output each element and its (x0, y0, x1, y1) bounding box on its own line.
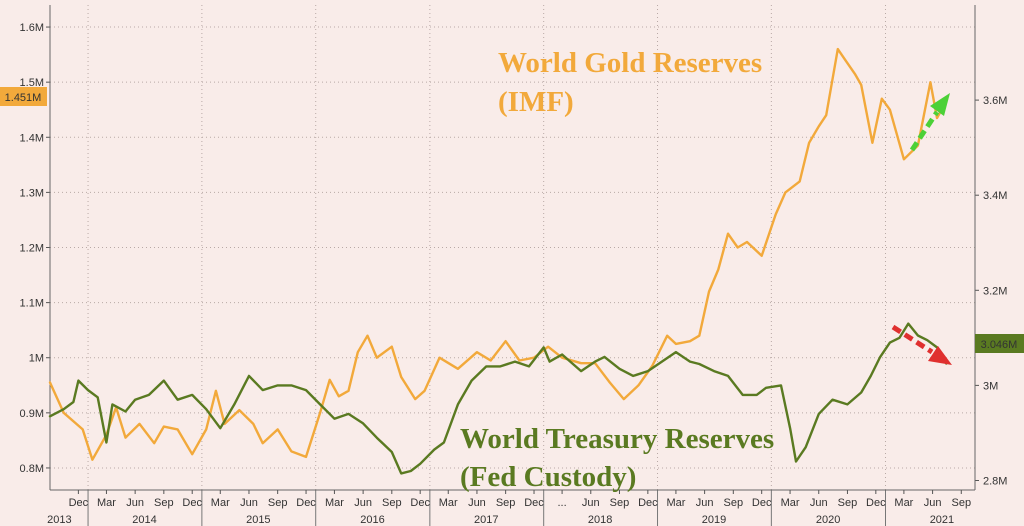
x-tick-label: Jun (696, 497, 714, 509)
x-tick-label: Dec (866, 497, 886, 509)
x-tick-label: Dec (182, 497, 202, 509)
x-tick-label: Sep (382, 497, 402, 509)
x-axis: Dec Mar Jun Sep Dec Mar Jun Sep Dec Mar Jun Sep Dec M… (47, 489, 975, 526)
treasury-annotation-line1: World Treasury Reserves (460, 423, 774, 455)
x-tick-label: Sep (724, 497, 744, 509)
x-tick-label: Mar (666, 497, 685, 509)
gold-last-value-badge (0, 87, 47, 106)
year-label: 2018 (588, 514, 612, 526)
x-tick-label: Dec (69, 497, 89, 509)
x-tick-label: Jun (354, 497, 372, 509)
right-tick-label: 3M (983, 380, 998, 392)
x-tick-label: Sep (951, 497, 971, 509)
x-tick-label: Sep (268, 497, 288, 509)
gold-last-value: 1.451M (5, 92, 42, 104)
value-labels: 1.451M 3.046M (0, 87, 1024, 353)
treasury-reserves-line (48, 322, 948, 475)
x-tick-label: Sep (154, 497, 174, 509)
red-down-arrow-head (928, 346, 952, 365)
grid-lines (50, 5, 975, 490)
annotations: World Gold Reserves (IMF) World Treasury… (460, 47, 774, 493)
x-tick-label: Jun (126, 497, 144, 509)
left-tick-label: 1.4M (20, 132, 44, 144)
gold-annotation-line1: World Gold Reserves (498, 47, 762, 79)
year-label: 2013 (47, 514, 71, 526)
right-axis: 2.8M 3M 3.2M 3.4M 3.6M (974, 5, 1007, 490)
green-up-arrow-shaft (909, 110, 940, 152)
left-tick-label: 0.8M (20, 463, 44, 475)
x-tick-label: Jun (582, 497, 600, 509)
x-tick-label: Sep (838, 497, 858, 509)
year-label: 2021 (930, 514, 954, 526)
x-tick-label: Dec (410, 497, 430, 509)
x-tick-label: Dec (638, 497, 658, 509)
gold-reserves-line (48, 47, 944, 461)
x-tick-label: Mar (97, 497, 116, 509)
right-tick-label: 3.6M (983, 95, 1007, 107)
left-tick-label: 1M (29, 353, 44, 365)
year-label: 2020 (816, 514, 840, 526)
x-tick-label: Jun (924, 497, 942, 509)
x-tick-label: Jun (240, 497, 258, 509)
right-tick-label: 2.8M (983, 475, 1007, 487)
left-tick-label: 1.2M (20, 243, 44, 255)
treasury-last-value: 3.046M (981, 339, 1018, 351)
right-tick-label: 3.2M (983, 285, 1007, 297)
left-tick-label: 1.3M (20, 187, 44, 199)
x-tick-label: Jun (810, 497, 828, 509)
x-tick-label: Sep (496, 497, 516, 509)
x-tick-label: Mar (211, 497, 230, 509)
year-label: 2014 (132, 514, 156, 526)
left-tick-label: 1.1M (20, 298, 44, 310)
x-tick-label: Mar (439, 497, 458, 509)
left-tick-label: 0.9M (20, 408, 44, 420)
x-tick-label: Mar (325, 497, 344, 509)
gold-annotation-line2: (IMF) (498, 86, 574, 118)
left-tick-label: 1.5M (20, 77, 44, 89)
left-tick-label: 1.6M (20, 22, 44, 34)
left-axis: 0.8M 0.9M 1M 1.1M 1.2M 1.3M 1.4M 1.5M 1.6M (20, 5, 51, 490)
year-label: 2019 (702, 514, 726, 526)
x-tick-label: Dec (752, 497, 772, 509)
x-tick-label: Dec (524, 497, 544, 509)
x-tick-label: Mar (894, 497, 913, 509)
x-tick-label: Sep (610, 497, 630, 509)
year-label: 2017 (474, 514, 498, 526)
series-lines (48, 47, 948, 475)
year-label: 2015 (246, 514, 270, 526)
green-up-arrow-head (930, 93, 950, 116)
x-tick-label: ... (558, 497, 567, 509)
treasury-annotation-line2: (Fed Custody) (460, 461, 636, 493)
x-tick-label: Jun (468, 497, 486, 509)
red-down-arrow-shaft (891, 324, 934, 355)
x-tick-label: Mar (781, 497, 800, 509)
right-tick-label: 3.4M (983, 190, 1007, 202)
year-label: 2016 (360, 514, 384, 526)
trend-arrows (891, 93, 952, 365)
x-tick-label: Dec (296, 497, 316, 509)
treasury-last-value-badge (975, 334, 1024, 353)
